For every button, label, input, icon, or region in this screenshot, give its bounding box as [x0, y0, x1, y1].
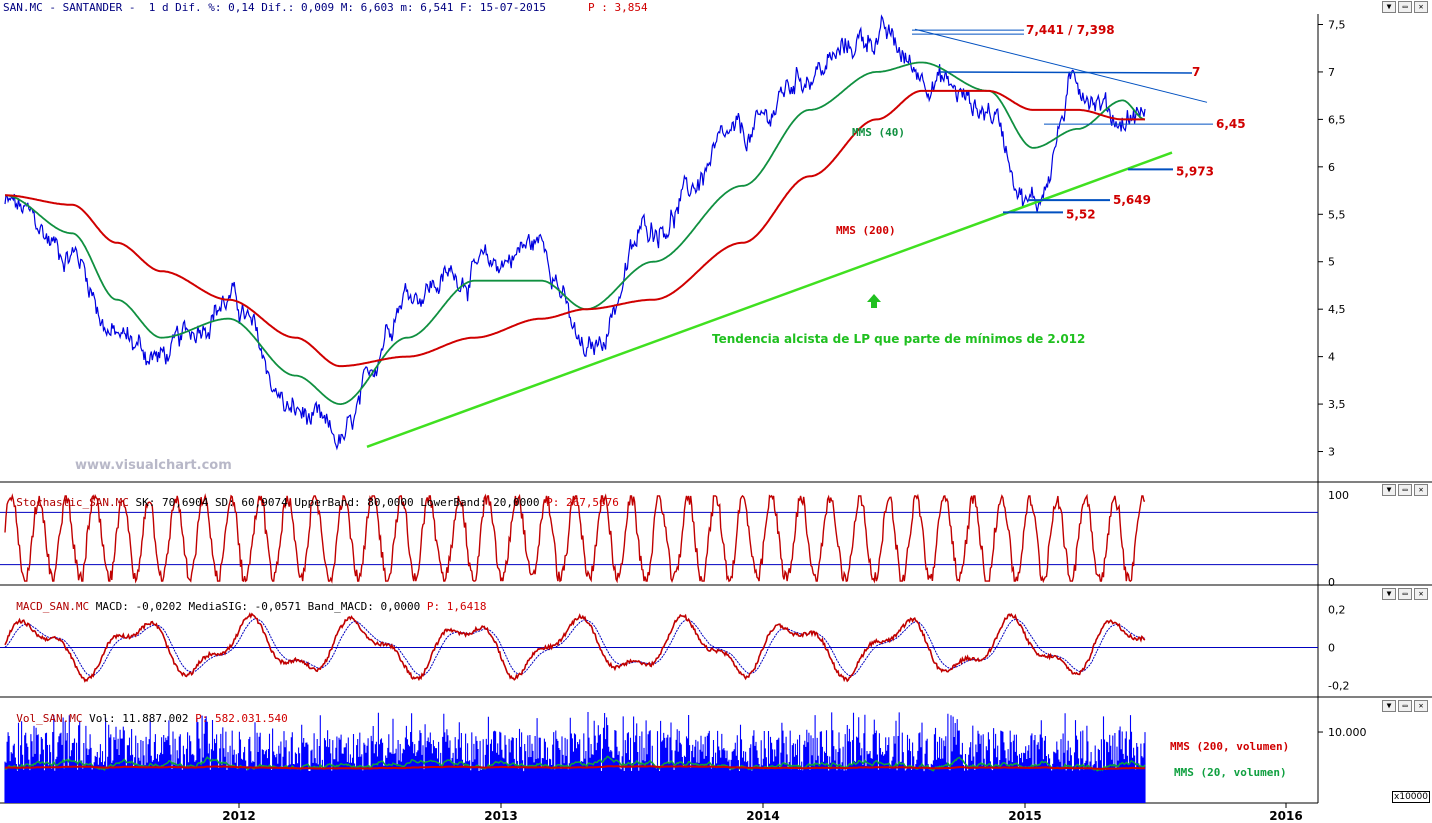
annotation-mms200: MMS (200): [836, 224, 896, 237]
annotation-vol-mms200: MMS (200, volumen): [1170, 740, 1289, 753]
volume-multiplier: x10000: [1392, 791, 1430, 803]
restore-button[interactable]: ▭: [1398, 484, 1412, 496]
restore-button[interactable]: ▭: [1398, 700, 1412, 712]
symbol-p-value: P : 3,854: [588, 1, 648, 14]
trend-arrow-icon: [867, 294, 881, 308]
stochastic-tick-label: 0: [1328, 576, 1335, 589]
macd-window-buttons: ▼ ▭ ✕: [1382, 588, 1428, 600]
x-tick-label: 2013: [484, 809, 517, 823]
price-series: [4, 14, 1146, 451]
y-tick-label: 7,5: [1328, 18, 1346, 31]
mms40-series: [5, 61, 1146, 405]
y-tick-label: 6: [1328, 161, 1335, 174]
annotation-level-7: 7: [1192, 65, 1200, 79]
volume-tick-label: 10.000: [1328, 726, 1367, 739]
level-line-7: [939, 71, 1193, 74]
annotation-level-552: 5,52: [1066, 207, 1096, 221]
y-tick-label: 7: [1328, 66, 1335, 79]
y-tick-label: 4: [1328, 351, 1335, 364]
macd-series: [4, 612, 1146, 683]
mms200-series: [5, 89, 1145, 368]
x-tick-label: 2014: [746, 809, 779, 823]
annotation-vol-mms20: MMS (20, volumen): [1174, 766, 1287, 779]
trend-line: [366, 151, 1173, 448]
macd-signal-series: [4, 618, 1146, 677]
x-tick-label: 2016: [1269, 809, 1302, 823]
macd-tick-label: 0: [1328, 642, 1335, 655]
y-tick-label: 3,5: [1328, 398, 1346, 411]
y-tick-label: 4,5: [1328, 303, 1346, 316]
x-tick-label: 2015: [1008, 809, 1041, 823]
annotation-level-5649: 5,649: [1113, 193, 1151, 207]
restore-button[interactable]: ▭: [1398, 1, 1412, 13]
macd-tick-label: -0,2: [1328, 680, 1349, 693]
annotation-trend: Tendencia alcista de LP que parte de mín…: [712, 332, 1085, 346]
stochastic-title: Stochastic_SAN.MC SK: 70,6904 SD: 60,907…: [16, 496, 619, 509]
stochastic-series: [4, 493, 1146, 584]
stochastic-window-buttons: ▼ ▭ ✕: [1382, 484, 1428, 496]
symbol-info: SAN.MC - SANTANDER - 1 d Dif. %: 0,14 Di…: [3, 1, 547, 14]
annotation-mms40: MMS (40): [852, 126, 905, 139]
close-button[interactable]: ✕: [1414, 484, 1428, 496]
y-tick-label: 6,5: [1328, 113, 1346, 126]
x-tick-label: 2012: [222, 809, 255, 823]
volume-title: Vol_SAN.MC Vol: 11.887.002 P: 582.031.54…: [16, 712, 288, 725]
volume-window-buttons: ▼ ▭ ✕: [1382, 700, 1428, 712]
minimize-button[interactable]: ▼: [1382, 484, 1396, 496]
stochastic-tick-label: 100: [1328, 489, 1349, 502]
close-button[interactable]: ✕: [1414, 700, 1428, 712]
header-bar: SAN.MC - SANTANDER - 1 d Dif. %: 0,14 Di…: [0, 0, 1432, 14]
minimize-button[interactable]: ▼: [1382, 588, 1396, 600]
close-button[interactable]: ✕: [1414, 1, 1428, 13]
minimize-button[interactable]: ▼: [1382, 1, 1396, 13]
y-tick-label: 5,5: [1328, 208, 1346, 221]
close-button[interactable]: ✕: [1414, 588, 1428, 600]
annotation-top-pair: 7,441 / 7,398: [1026, 23, 1115, 37]
volume-mms200-series: [4, 765, 1146, 770]
watermark: www.visualchart.com: [75, 458, 232, 473]
macd-tick-label: 0,2: [1328, 604, 1346, 617]
restore-button[interactable]: ▭: [1398, 588, 1412, 600]
resistance-line: [914, 28, 1208, 103]
annotation-level-5973: 5,973: [1176, 164, 1214, 178]
minimize-button[interactable]: ▼: [1382, 700, 1396, 712]
volume-bars: [4, 712, 1146, 803]
y-tick-label: 5: [1328, 256, 1335, 269]
main-window-buttons: ▼ ▭ ✕: [1382, 1, 1428, 13]
y-tick-label: 3: [1328, 446, 1335, 459]
macd-title: MACD_SAN.MC MACD: -0,0202 MediaSIG: -0,0…: [16, 600, 487, 613]
annotation-level-645: 6,45: [1216, 117, 1246, 131]
